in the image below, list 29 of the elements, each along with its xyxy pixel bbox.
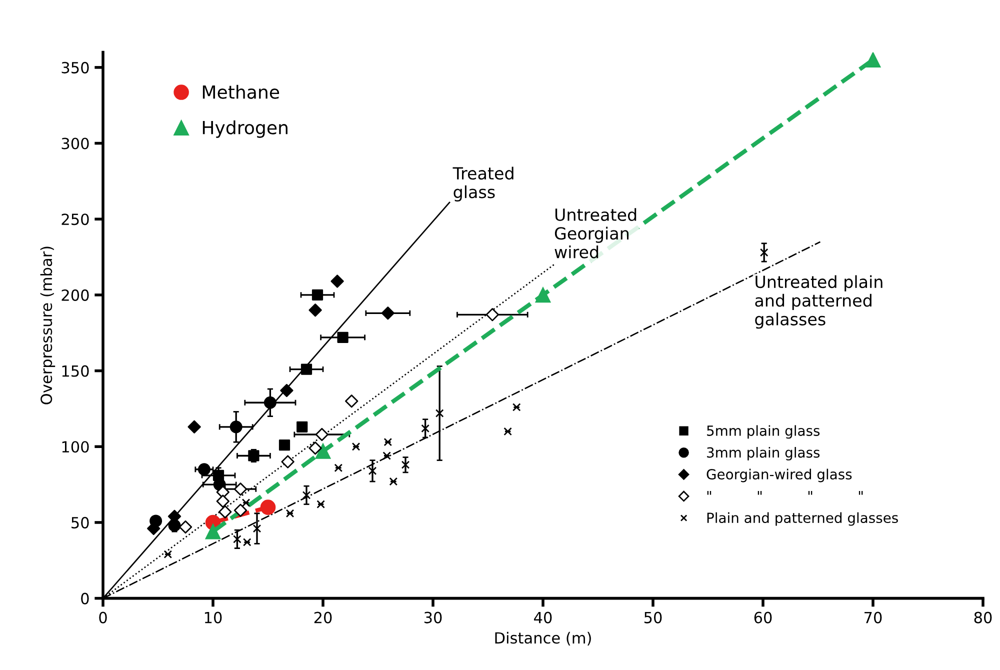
x-tick-label: 40 <box>534 612 552 624</box>
legend-label: 5mm plain glass <box>707 425 820 439</box>
x-tick-label: 10 <box>204 612 222 624</box>
x-axis-title: Distance (m) <box>495 632 591 646</box>
legend-label: Methane <box>202 84 280 99</box>
y-tick-label: 300 <box>62 138 89 150</box>
y-axis-title: Overpressure (mbar) <box>40 246 56 404</box>
series-label: Untreated plain and patterned galasses <box>755 275 882 329</box>
y-tick-label: 250 <box>62 214 89 226</box>
x-tick-label: 0 <box>99 612 107 624</box>
legend-label: Georgian-wired glass <box>706 468 852 482</box>
x-tick-label: 60 <box>754 612 772 624</box>
y-tick-label: 150 <box>62 365 89 377</box>
legend-label: " " " " <box>707 490 863 495</box>
x-tick-label: 20 <box>314 612 332 624</box>
legend-label: Plain and patterned glasses <box>707 512 898 526</box>
y-tick-label: 100 <box>62 441 89 453</box>
y-tick-label: 200 <box>62 289 89 301</box>
series-label: Treated glass <box>452 166 514 202</box>
x-tick-label: 50 <box>644 612 662 624</box>
x-tick-label: 30 <box>424 612 442 624</box>
series-label: Untreated Georgian wired <box>554 208 636 258</box>
x-tick-label: 70 <box>864 612 882 624</box>
y-tick-label: 0 <box>81 592 89 604</box>
y-tick-label: 50 <box>72 516 89 528</box>
y-tick-label: 350 <box>62 62 89 74</box>
legend-label: Hydrogen <box>202 120 288 138</box>
x-tick-label: 80 <box>974 612 992 624</box>
legend-label: 3mm plain glass <box>707 446 820 460</box>
